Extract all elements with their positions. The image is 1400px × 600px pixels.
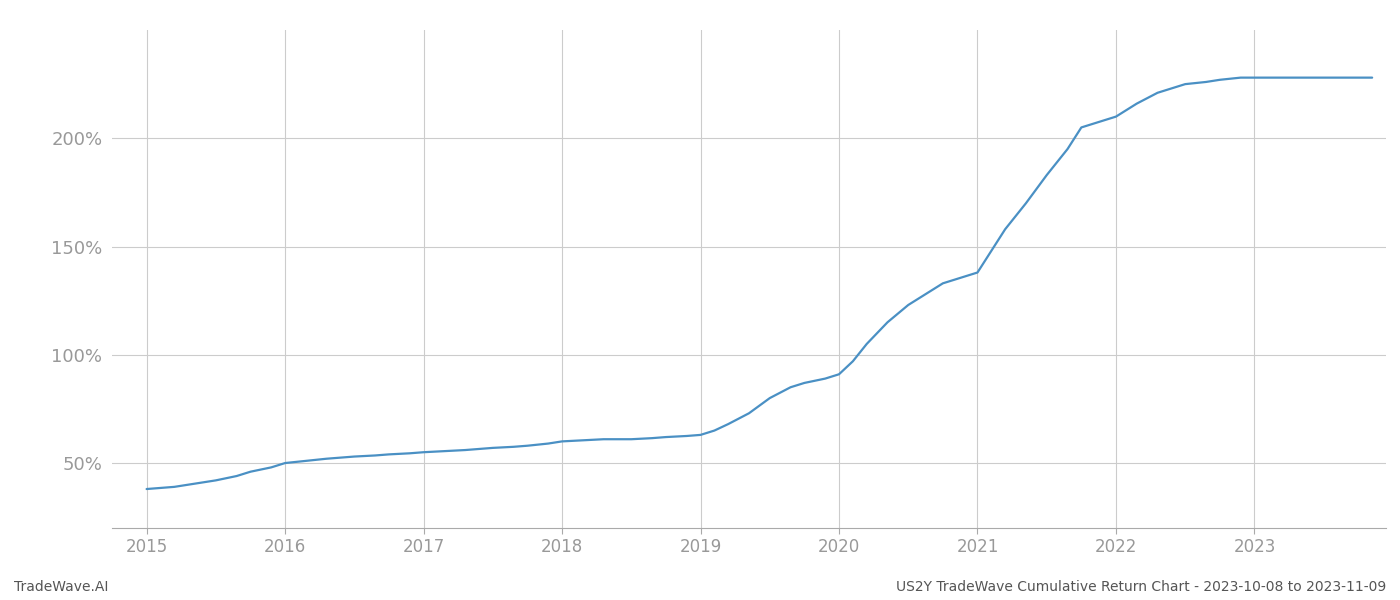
Text: US2Y TradeWave Cumulative Return Chart - 2023-10-08 to 2023-11-09: US2Y TradeWave Cumulative Return Chart -… [896,580,1386,594]
Text: TradeWave.AI: TradeWave.AI [14,580,108,594]
